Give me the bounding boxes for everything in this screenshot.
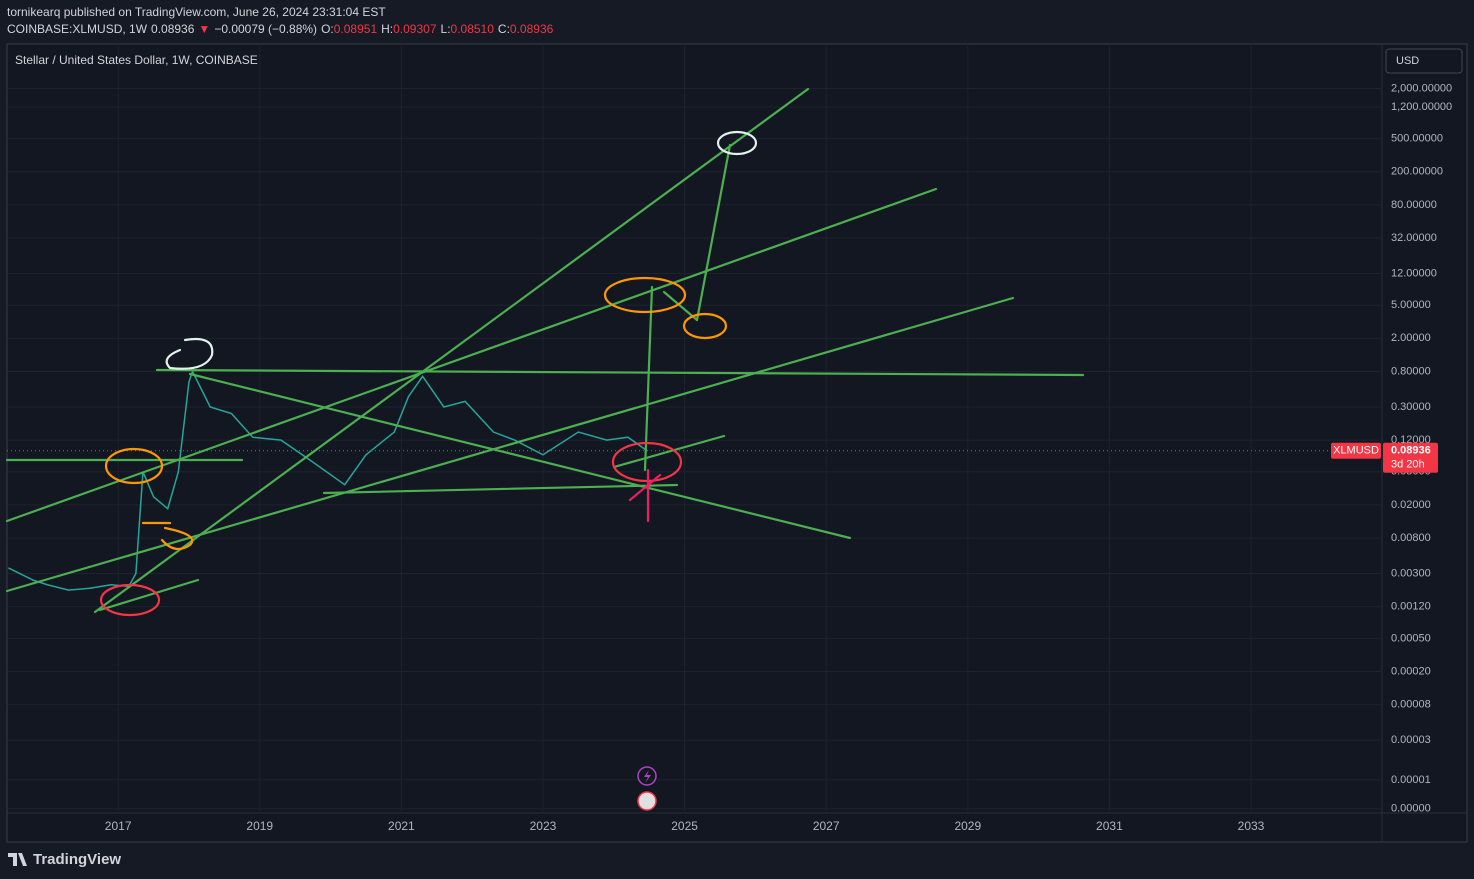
price-line [8, 369, 648, 591]
x-tick-label: 2019 [246, 819, 273, 833]
y-tick-label: 5.00000 [1391, 299, 1431, 311]
countdown: 3d 20h [1391, 459, 1425, 471]
y-tick-label: 0.00050 [1391, 632, 1431, 644]
cross-mark [628, 468, 662, 523]
symbol-name: XLMUSD [1333, 445, 1379, 457]
y-tick-label: 1,200.00000 [1391, 101, 1452, 113]
y-tick-label: 0.00003 [1391, 734, 1431, 746]
y-tick-label: 2.00000 [1391, 332, 1431, 344]
arrow: ▼ [198, 22, 211, 36]
y-tick-label: 200.00000 [1391, 166, 1443, 178]
ohlc-value: 0.09307 [393, 22, 437, 36]
currency-button[interactable] [1385, 48, 1463, 74]
chart-pane [6, 43, 1468, 843]
y-tick-label: 0.00001 [1391, 774, 1431, 786]
orange-marks [104, 276, 728, 551]
y-tick-label: 0.02000 [1391, 499, 1431, 511]
y-tick-label: 0.00000 [1391, 803, 1431, 815]
ohlc-value: 0.08951 [333, 22, 378, 36]
y-tick-label: 0.30000 [1391, 401, 1431, 413]
ohlc-label: H: [381, 22, 394, 36]
last-price: 0.08936 [151, 22, 195, 36]
y-tick-label: 500.00000 [1391, 133, 1443, 145]
y-tick-label: 0.00300 [1391, 567, 1431, 579]
brand: TradingView [33, 851, 121, 868]
axes: 2,000.00000 1,200.00000 500.00000 200.00000… [105, 82, 1452, 833]
x-tick-label: 2023 [530, 819, 557, 833]
x-tick-label: 2031 [1096, 819, 1123, 833]
event-icons [637, 766, 657, 811]
currency: USD [1396, 55, 1419, 67]
symbol: COINBASE:XLMUSD, 1W [7, 22, 148, 36]
y-tick-label: 0.00800 [1391, 532, 1431, 544]
drawings [5, 87, 1085, 617]
symbol-tag [1331, 442, 1381, 459]
ohlc-value: 0.08510 [450, 22, 494, 36]
x-tick-label: 2025 [671, 819, 698, 833]
y-tick-label: 0.80000 [1391, 365, 1431, 377]
x-tick-label: 2033 [1238, 819, 1265, 833]
publisher: tornikearq published on TradingView.com,… [7, 5, 386, 19]
chart-title: Stellar / United States Dollar, 1W, COIN… [15, 53, 258, 67]
ohlc: O:0.08951 H:0.09307 L:0.08510 C:0.08936 [321, 22, 557, 36]
white-marks [165, 130, 758, 370]
ohlc-label: C: [497, 22, 510, 36]
x-tick-label: 2021 [388, 819, 415, 833]
ohlc-value: 0.08936 [509, 22, 554, 36]
brand-logo [8, 853, 27, 866]
y-tick-label: 12.00000 [1391, 267, 1437, 279]
price-tag-value: 0.08936 [1391, 445, 1431, 457]
symbol-line: COINBASE:XLMUSD, 1W 0.08936 ▼ −0.00079 (−0.… [7, 22, 561, 36]
y-tick-label: 32.00000 [1391, 232, 1437, 244]
price-tag [1383, 442, 1438, 473]
y-tick-label: 0.00020 [1391, 665, 1431, 677]
change: −0.00079 (−0.88%) [214, 22, 318, 36]
x-tick-label: 2027 [813, 819, 840, 833]
y-tick-label: 80.00000 [1391, 199, 1437, 211]
plot [7, 369, 1382, 591]
y-tick-label: 2,000.00000 [1391, 82, 1452, 94]
ohlc-label: L: [440, 22, 451, 36]
x-tick-label: 2017 [105, 819, 132, 833]
y-tick-label: 0.00008 [1391, 699, 1431, 711]
x-tick-label: 2029 [954, 819, 981, 833]
ohlc-label: O: [321, 22, 334, 36]
y-tick-label: 0.00120 [1391, 601, 1431, 613]
